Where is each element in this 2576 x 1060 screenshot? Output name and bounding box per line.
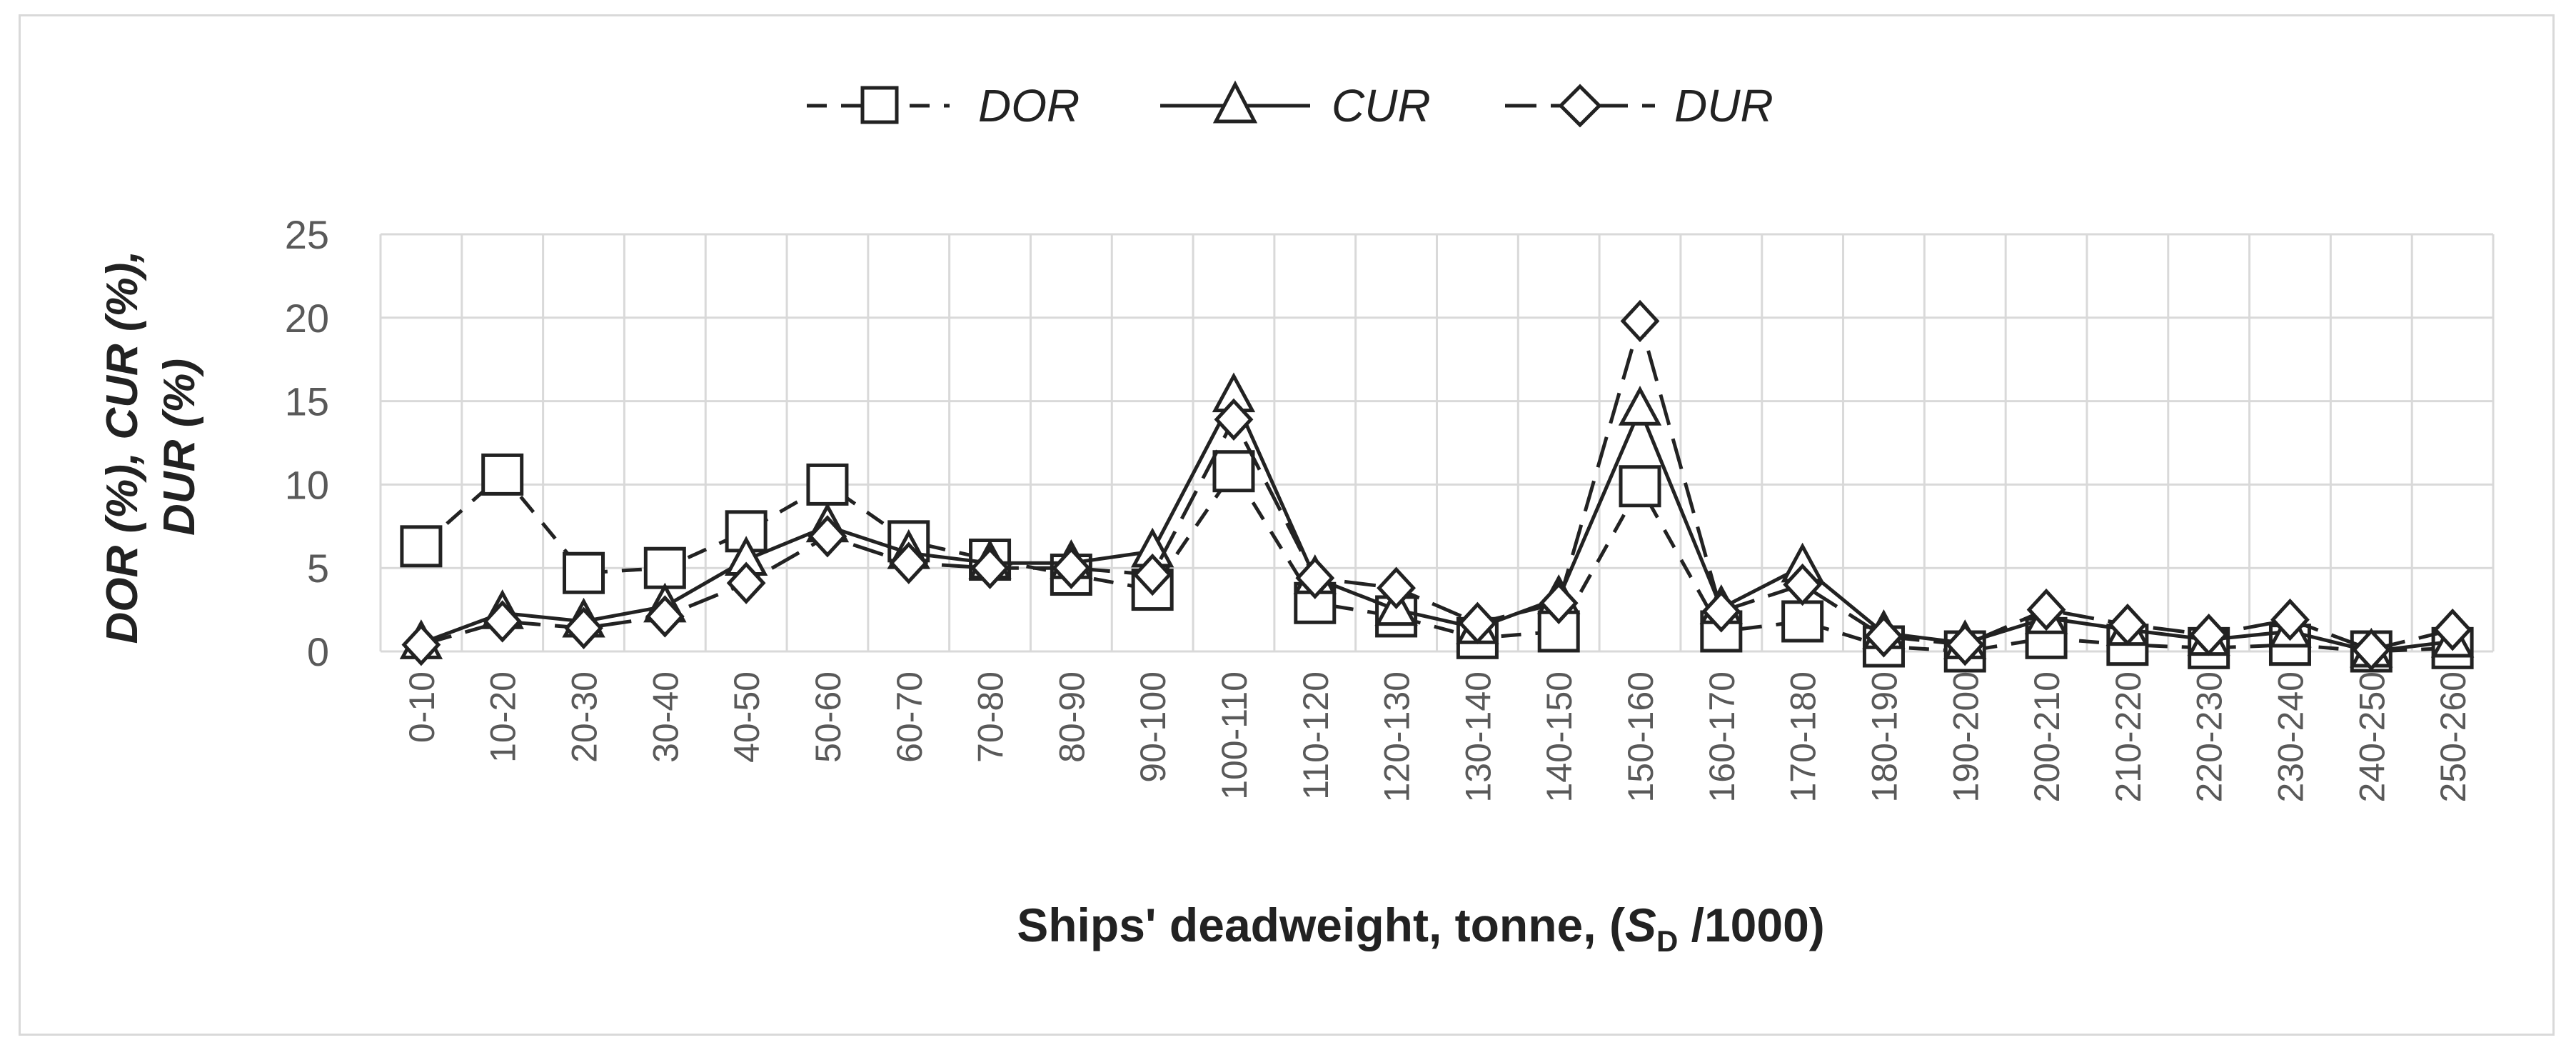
x-tick-label: 20-30 (565, 671, 605, 763)
legend: DOR CUR DUR (807, 80, 1773, 131)
x-tick-label: 0-10 (402, 671, 442, 743)
legend-triangle-marker-icon (1212, 80, 1258, 124)
data-point-cur (1618, 386, 1662, 426)
legend-item-dor: DOR (807, 80, 1080, 131)
x-tick-label: 30-40 (645, 671, 685, 763)
x-tick-label: 140-150 (1539, 671, 1579, 803)
y-axis-title: DOR (%), CUR (%), DUR (%) (98, 250, 204, 644)
data-point-dor (563, 551, 605, 594)
y-tick-label: 0 (307, 629, 329, 674)
x-tick-label: 120-130 (1377, 671, 1417, 803)
legend-label-dur: DUR (1674, 80, 1773, 131)
data-point-dur (2189, 613, 2229, 656)
data-point-dur (2351, 628, 2391, 671)
data-point-dur (1864, 615, 1903, 658)
data-point-dor (1619, 465, 1661, 508)
y-axis-title-line1: DOR (%), CUR (%), (98, 250, 147, 644)
data-point-dor (1781, 600, 1824, 643)
data-point-dur (1620, 299, 1660, 343)
x-tick-label: 160-170 (1702, 671, 1742, 803)
data-point-dur (645, 595, 685, 638)
legend-square-marker-icon (860, 86, 899, 124)
data-point-dur (1377, 566, 1416, 609)
data-point-dor (400, 525, 443, 568)
x-axis-ticks: 0-10 10-20 20-30 30-40 40-50 50-60 60-70 70-80 8… (402, 671, 2473, 803)
y-tick-label: 20 (285, 296, 329, 341)
legend-item-dur: DUR (1505, 80, 1773, 131)
x-tick-label: 190-200 (1946, 671, 1986, 803)
x-tick-label: 230-240 (2270, 671, 2310, 803)
x-tick-label: 40-50 (727, 671, 767, 763)
x-tick-label: 100-110 (1214, 671, 1254, 800)
data-point-dor (1212, 450, 1255, 493)
data-point-dur (1539, 581, 1579, 624)
data-point-dur (1051, 546, 1091, 589)
series-group (399, 299, 2475, 673)
legend-label-cur: CUR (1332, 80, 1431, 131)
data-point-dur (2108, 603, 2148, 646)
data-point-dur (1295, 556, 1335, 599)
x-tick-label: 240-250 (2352, 671, 2392, 803)
data-point-dur (1701, 590, 1741, 633)
y-axis-ticks: 0 5 10 15 20 25 (285, 212, 329, 674)
data-point-dor (481, 453, 524, 496)
x-tick-label: 180-190 (1864, 671, 1904, 803)
x-axis-title-variable: S (1625, 899, 1656, 951)
data-point-dur (564, 606, 603, 649)
data-point-dur (401, 623, 441, 666)
x-tick-label: 110-120 (1296, 671, 1336, 800)
y-tick-label: 25 (285, 212, 329, 257)
x-tick-label: 50-60 (808, 671, 848, 763)
data-point-dur (1945, 623, 1985, 666)
data-point-dur (2432, 608, 2472, 651)
data-point-dur (2026, 588, 2066, 631)
x-tick-label: 200-210 (2027, 671, 2067, 803)
legend-item-cur: CUR (1160, 80, 1431, 131)
x-axis-title-tail: /1000) (1678, 899, 1824, 951)
x-axis-title: Ships' deadweight, tonne, (SD /1000) (1017, 899, 1825, 958)
x-axis-title-subscript: D (1656, 924, 1678, 958)
data-point-dur (889, 541, 929, 584)
x-tick-label: 170-180 (1783, 671, 1823, 803)
legend-diamond-marker-icon (1558, 84, 1602, 128)
x-tick-label: 150-160 (1621, 671, 1661, 803)
data-point-dor (806, 463, 849, 506)
data-point-dur (1783, 563, 1823, 606)
x-tick-label: 250-260 (2433, 671, 2473, 803)
y-tick-label: 5 (307, 546, 329, 591)
data-point-dur (970, 546, 1010, 589)
legend-label-dor: DOR (978, 80, 1080, 131)
x-tick-label: 210-220 (2108, 671, 2148, 803)
x-tick-label: 220-230 (2190, 671, 2230, 803)
x-tick-label: 90-100 (1133, 671, 1173, 783)
x-tick-label: 70-80 (971, 671, 1011, 763)
x-tick-label: 60-70 (890, 671, 930, 763)
x-axis-title-main: Ships' deadweight, tonne, ( (1017, 899, 1625, 951)
x-tick-label: 10-20 (483, 671, 523, 763)
data-point-dor (643, 546, 686, 589)
data-point-dur (2270, 598, 2310, 641)
y-tick-label: 15 (285, 379, 329, 424)
data-point-dur (1214, 398, 1254, 441)
data-point-dur (1132, 553, 1172, 596)
series-dur (401, 299, 2472, 671)
data-point-dur (483, 600, 523, 643)
data-point-dur (807, 515, 847, 558)
data-point-dur (726, 561, 766, 604)
data-point-dur (1458, 601, 1497, 644)
y-tick-label: 10 (285, 462, 329, 507)
x-tick-label: 130-140 (1458, 671, 1498, 803)
x-tick-label: 80-90 (1052, 671, 1092, 763)
y-axis-title-line2: DUR (%) (155, 359, 204, 536)
